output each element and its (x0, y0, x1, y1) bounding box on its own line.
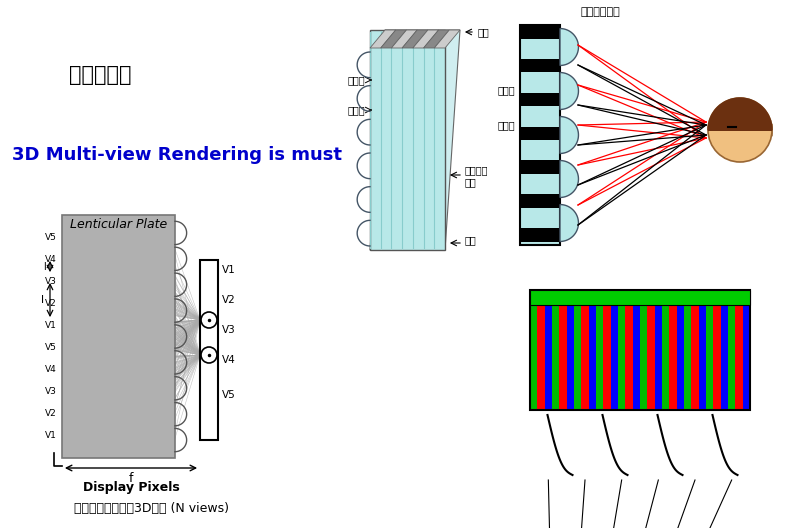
Text: V3: V3 (45, 278, 57, 287)
Bar (647, 290, 654, 410)
Bar (596, 290, 603, 410)
Bar (721, 290, 728, 410)
Text: 顯諧: 顯諧 (465, 235, 477, 245)
Text: 右影像: 右影像 (347, 75, 365, 85)
Text: V4: V4 (46, 365, 57, 374)
Bar (654, 290, 662, 410)
Bar (530, 290, 538, 410)
Text: 右影像: 右影像 (498, 85, 515, 95)
Bar (603, 290, 610, 410)
Bar (520, 93, 560, 106)
Text: V5: V5 (45, 344, 57, 353)
Text: V5: V5 (222, 390, 236, 400)
Text: V1: V1 (45, 431, 57, 440)
Bar (684, 290, 691, 410)
Bar (62, 215, 175, 458)
Bar (698, 290, 706, 410)
Bar (545, 290, 552, 410)
Text: V1: V1 (45, 322, 57, 331)
Text: f: f (129, 472, 134, 485)
Bar (691, 290, 698, 410)
Bar (626, 290, 633, 410)
Polygon shape (423, 30, 450, 48)
Text: 3D Multi-view Rendering is must: 3D Multi-view Rendering is must (12, 146, 342, 164)
Text: Display Pixels: Display Pixels (82, 482, 179, 495)
Text: V4: V4 (222, 355, 236, 365)
Text: 柱狀透鏡螢幕: 柱狀透鏡螢幕 (580, 7, 620, 17)
Text: 左影像: 左影像 (498, 120, 515, 130)
Text: V2: V2 (222, 295, 236, 305)
Text: l: l (42, 295, 45, 305)
Text: V2: V2 (46, 299, 57, 308)
Bar (520, 127, 560, 140)
Circle shape (201, 312, 217, 328)
Polygon shape (560, 29, 578, 65)
Bar (706, 290, 714, 410)
Polygon shape (370, 30, 445, 250)
Bar (520, 228, 560, 242)
Bar (520, 25, 560, 39)
Bar (618, 290, 626, 410)
Bar (574, 290, 582, 410)
Bar (714, 290, 721, 410)
Text: 柱狀透鏡式多視角3D顯示 (N views): 柱狀透鏡式多視角3D顯示 (N views) (74, 502, 229, 514)
Bar (520, 25, 560, 245)
Polygon shape (708, 98, 772, 130)
Text: 左影像: 左影像 (347, 105, 365, 115)
Bar (610, 290, 618, 410)
Text: Lenticular Plate: Lenticular Plate (70, 219, 167, 231)
Bar (662, 290, 670, 410)
Bar (735, 290, 742, 410)
Text: 厚度: 厚度 (478, 27, 490, 37)
Polygon shape (434, 30, 460, 48)
Bar (552, 290, 559, 410)
Bar (520, 161, 560, 174)
Polygon shape (413, 30, 438, 48)
Bar (520, 59, 560, 72)
Bar (728, 290, 735, 410)
Circle shape (201, 347, 217, 363)
Bar (582, 290, 589, 410)
Bar (670, 290, 677, 410)
Wedge shape (766, 124, 772, 136)
Text: V1: V1 (222, 265, 236, 275)
Polygon shape (560, 117, 578, 154)
Bar (530, 290, 750, 305)
Text: 雙凸透鏡: 雙凸透鏡 (465, 165, 489, 175)
Bar (520, 194, 560, 208)
Text: V4: V4 (46, 256, 57, 265)
Bar (538, 290, 545, 410)
Polygon shape (402, 30, 428, 48)
Bar (566, 290, 574, 410)
Text: V5: V5 (45, 233, 57, 242)
Polygon shape (370, 30, 460, 250)
Bar (200, 260, 218, 440)
Bar (677, 290, 684, 410)
Polygon shape (560, 161, 578, 197)
Polygon shape (381, 30, 406, 48)
Text: V3: V3 (45, 388, 57, 397)
Polygon shape (560, 204, 578, 241)
Polygon shape (370, 30, 396, 48)
Circle shape (708, 98, 772, 162)
Bar (530, 290, 750, 410)
Text: 透光亮度佳: 透光亮度佳 (69, 65, 131, 85)
Polygon shape (560, 72, 578, 109)
Bar (633, 290, 640, 410)
Polygon shape (391, 30, 417, 48)
Bar (640, 290, 647, 410)
Text: V2: V2 (46, 410, 57, 419)
Bar (559, 290, 566, 410)
Text: l: l (42, 261, 46, 271)
Bar (742, 290, 750, 410)
Text: 螢幕: 螢幕 (465, 177, 477, 187)
Text: V3: V3 (222, 325, 236, 335)
Bar (589, 290, 596, 410)
